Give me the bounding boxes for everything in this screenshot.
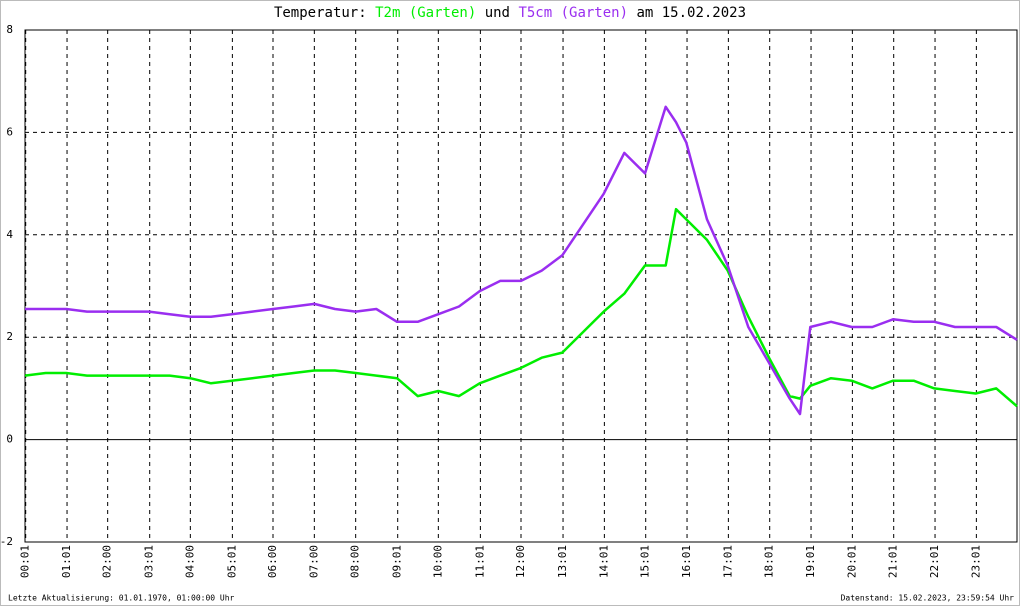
series-line <box>24 207 1018 408</box>
title-suffix: am 15.02.2023 <box>636 5 746 21</box>
title-prefix: Temperatur: <box>274 5 367 21</box>
y-tick-label: 6 <box>6 125 13 138</box>
x-tick-label: 12:00 <box>514 545 527 578</box>
x-tick-label: 21:01 <box>887 545 900 578</box>
series-line <box>25 105 1018 416</box>
x-tick-label: 01:01 <box>60 545 73 578</box>
x-tick-label: 05:01 <box>225 545 238 578</box>
y-tick-label: -2 <box>0 535 13 548</box>
title-series: T5cm (Garten) <box>518 5 628 21</box>
x-tick-label: 09:01 <box>391 545 404 578</box>
title-series: T2m (Garten) <box>375 5 476 21</box>
x-tick-label: 14:01 <box>597 545 610 578</box>
y-tick-label: 8 <box>6 23 13 36</box>
x-tick-label: 02:00 <box>101 545 114 578</box>
y-tick-label: 0 <box>6 433 13 446</box>
x-tick-label: 03:01 <box>143 545 156 578</box>
x-tick-label: 10:00 <box>431 545 444 578</box>
title-join: und <box>485 5 510 21</box>
x-tick-label: 08:00 <box>349 545 362 578</box>
x-tick-label: 04:00 <box>183 545 196 578</box>
x-tick-label: 13:01 <box>556 545 569 578</box>
x-tick-label: 18:01 <box>763 545 776 578</box>
x-tick-label: 00:01 <box>19 545 32 578</box>
x-tick-label: 20:01 <box>845 545 858 578</box>
x-tick-label: 15:01 <box>639 545 652 578</box>
x-tick-label: 06:00 <box>266 545 279 578</box>
footer-right: Datenstand: 15.02.2023, 23:59:54 Uhr <box>841 594 1015 603</box>
x-tick-label: 19:01 <box>804 545 817 578</box>
x-tick-label: 07:00 <box>307 545 320 578</box>
footer-left: Letzte Aktualisierung: 01.01.1970, 01:00… <box>8 594 235 603</box>
y-tick-label: 4 <box>6 228 13 241</box>
x-tick-label: 16:01 <box>680 545 693 578</box>
x-tick-label: 22:01 <box>928 545 941 578</box>
chart-title: Temperatur: T2m (Garten) und T5cm (Garte… <box>274 5 746 21</box>
y-tick-label: 2 <box>6 330 13 343</box>
x-tick-label: 11:01 <box>473 545 486 578</box>
x-tick-label: 23:01 <box>969 545 982 578</box>
x-tick-label: 17:01 <box>721 545 734 578</box>
